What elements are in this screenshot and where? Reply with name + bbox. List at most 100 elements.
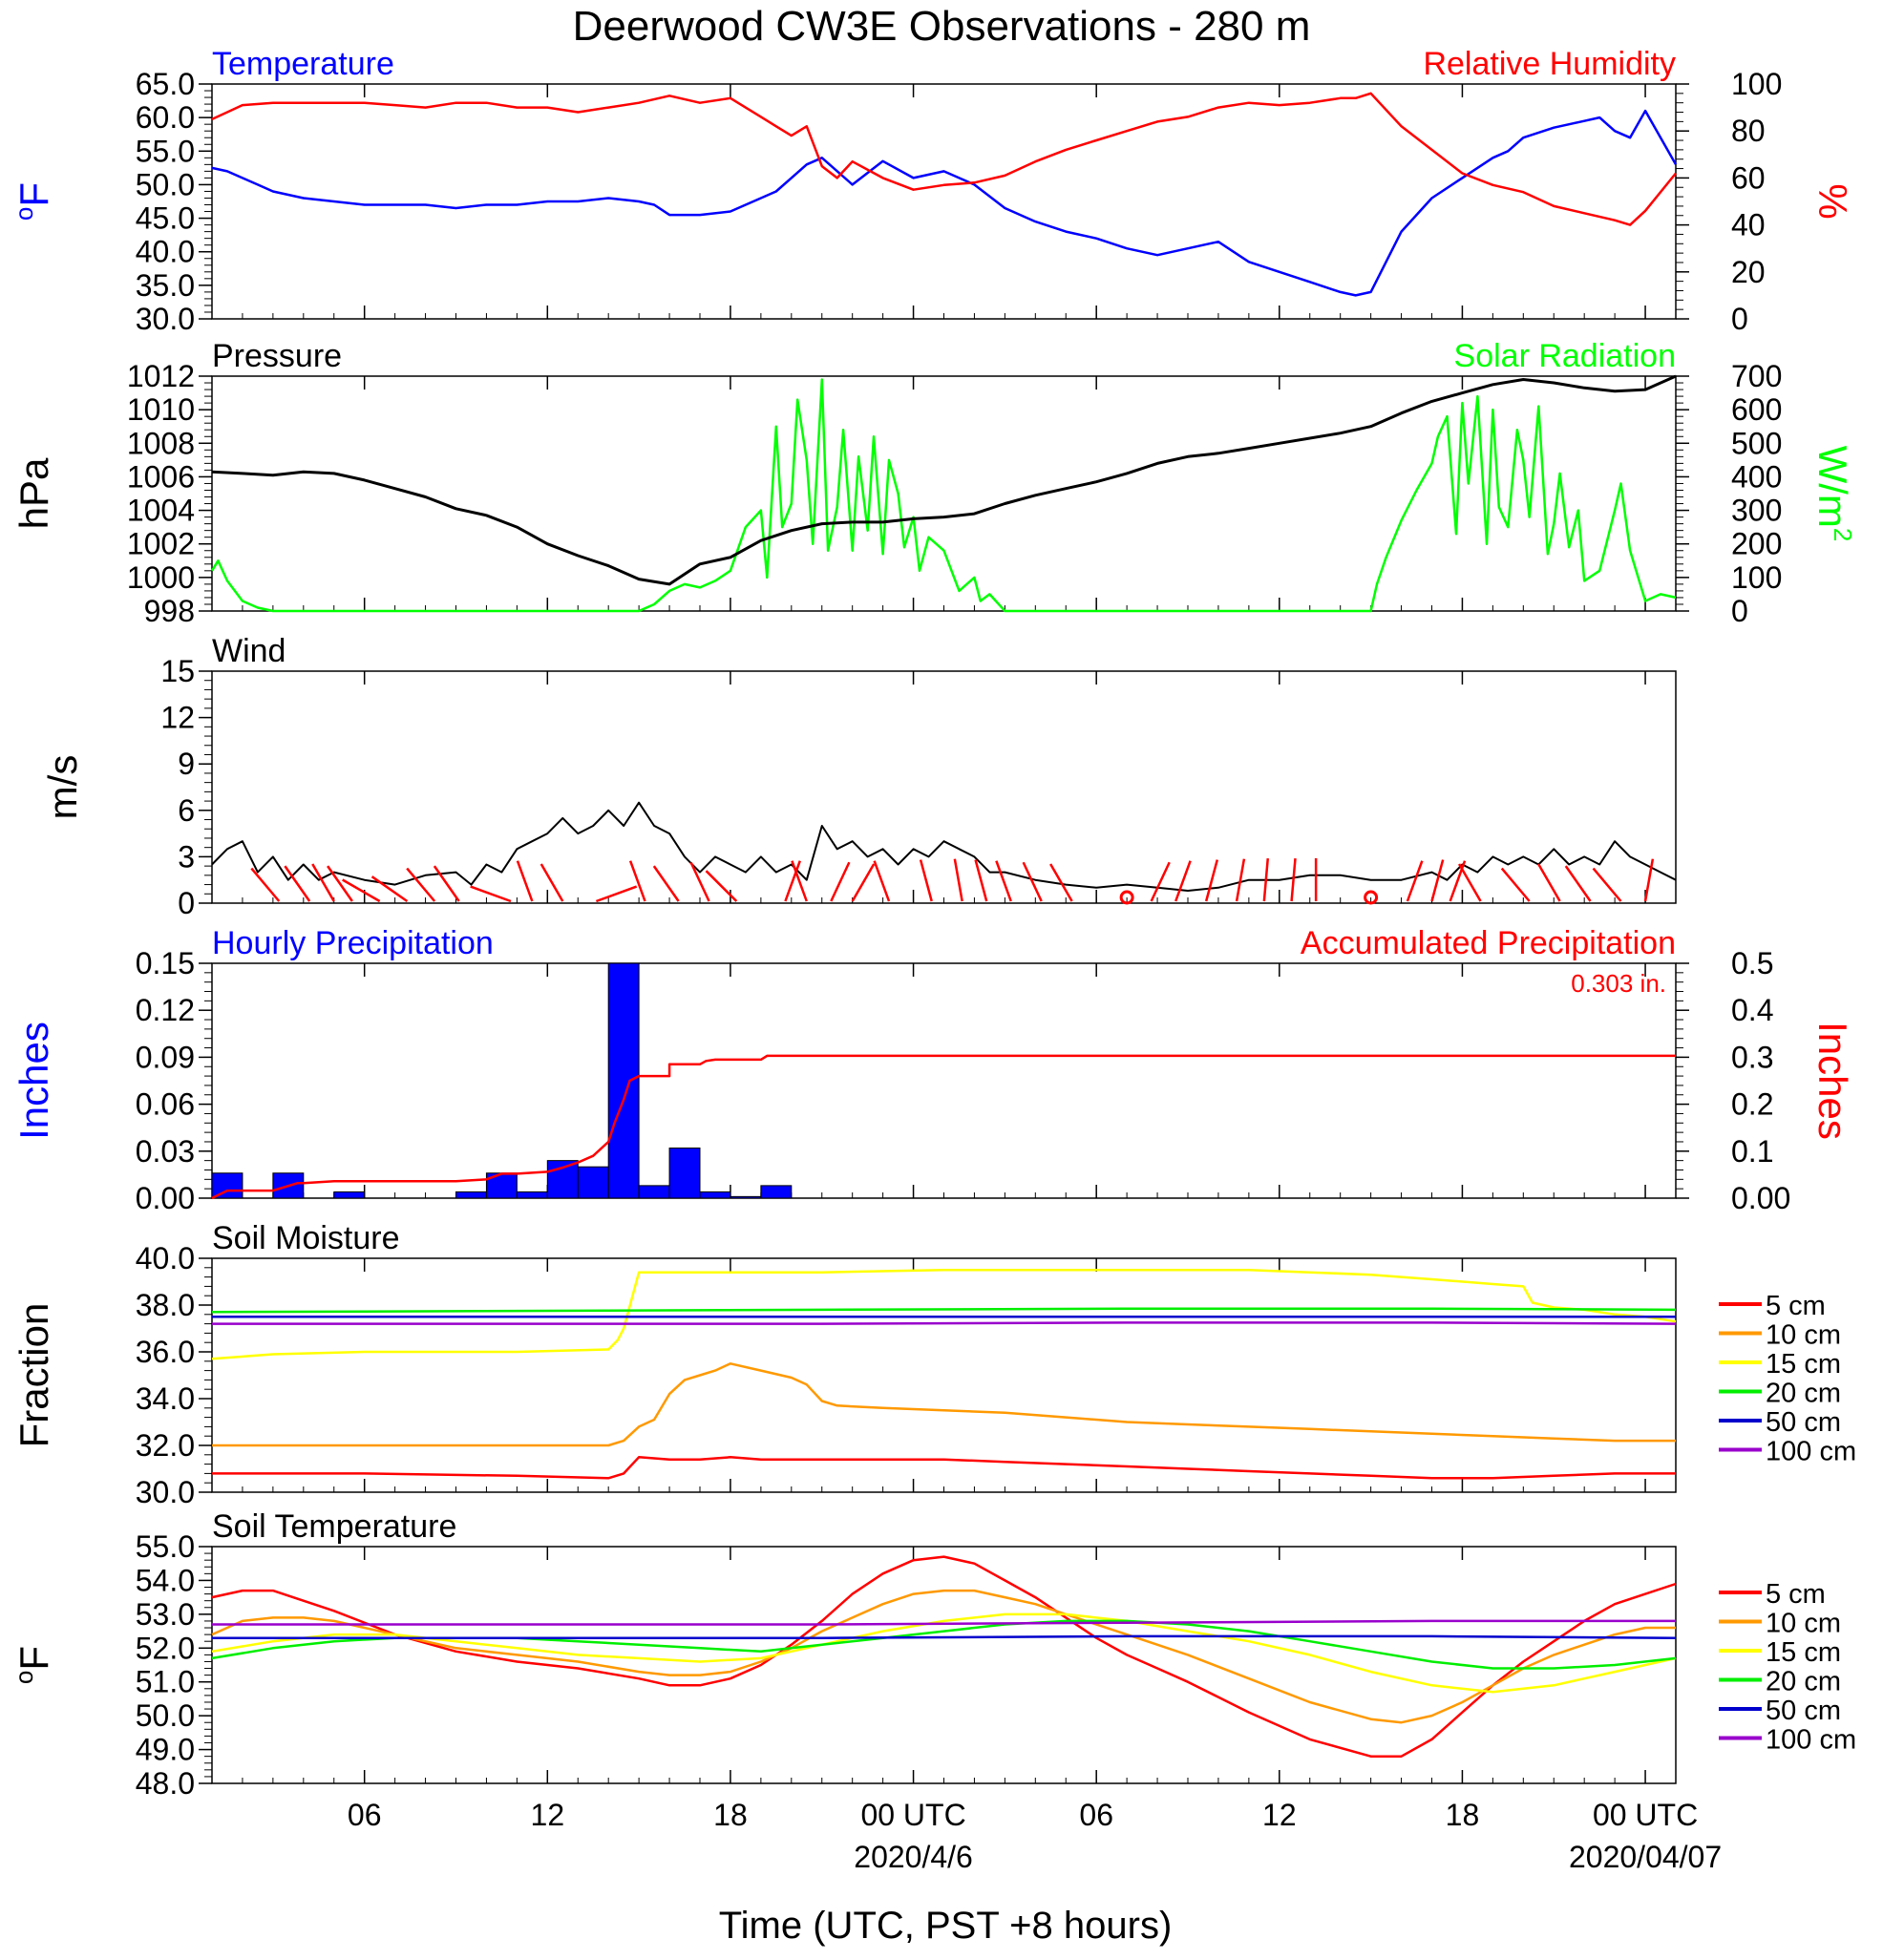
temperature-axis-tick-label: 65.0 (136, 67, 195, 101)
precip-bar (333, 1191, 366, 1199)
humidity-ylabel: % (1810, 183, 1855, 219)
soil-moisture-line (212, 1456, 1676, 1480)
wind-barb (470, 885, 512, 903)
hourly-precip-axis-tick-label: 0.00 (136, 1181, 195, 1215)
solar-ylabel-main: W/m (1810, 446, 1855, 528)
x-tick-label: 06 (1079, 1798, 1113, 1832)
soil-temperature-axis-tick-label: 50.0 (136, 1698, 195, 1733)
soil-temperature-line (211, 1555, 1677, 1758)
humidity-axis-tick-label: 0 (1731, 302, 1748, 336)
chart-title: Deerwood CW3E Observations - 280 m (573, 3, 1311, 50)
wind-barb (1500, 867, 1531, 902)
wind-barb (873, 860, 891, 902)
soil-moisture-axis-tick-label: 30.0 (136, 1475, 195, 1509)
wind-barb (1262, 858, 1270, 902)
precip-bar (668, 1148, 701, 1199)
legend-label: 15 cm (1766, 1637, 1841, 1668)
x-tick-label: 18 (1446, 1798, 1480, 1832)
soil-moisture-line (211, 1307, 1677, 1314)
soil-moisture-axis-tick-label: 32.0 (136, 1428, 195, 1463)
wind-barb (595, 885, 638, 903)
accum-precip-title: Accumulated Precipitation (1301, 925, 1676, 961)
accum-precip-axis-tick-label: 0.4 (1731, 993, 1773, 1027)
hourly-precip-axis-tick-label: 0.06 (136, 1087, 195, 1122)
humidity-axis-tick-label: 20 (1731, 255, 1766, 289)
wind-barb (327, 865, 353, 902)
wind-barb (1592, 867, 1622, 902)
temperature-ylabel-main: F (11, 182, 56, 207)
precip-total-label: 0.303 in. (1571, 969, 1666, 998)
legend-label: 20 cm (1766, 1667, 1841, 1697)
accum-precip-axis-tick-label: 0.2 (1731, 1087, 1773, 1122)
wind-barb (1643, 858, 1655, 902)
temperature-axis-tick-label: 50.0 (136, 167, 195, 201)
accum-precip-axis-tick-label: 0.00 (1731, 1181, 1790, 1215)
pressure-axis-tick-label: 1008 (127, 426, 195, 460)
pressure-axis-tick-label: 1006 (127, 459, 195, 494)
humidity-title: Relative Humidity (1423, 46, 1676, 82)
x-tick-label: 12 (1262, 1798, 1297, 1832)
precip-bar (638, 1185, 670, 1199)
hourly-precip-ylabel: Inches (11, 1022, 56, 1140)
legend-label: 5 cm (1766, 1291, 1826, 1321)
hourly-precip-axis-tick-label: 0.15 (136, 946, 195, 980)
wind-barb (784, 860, 801, 902)
pressure-ylabel: hPa (11, 457, 56, 529)
soil-temperature-axis-tick-label: 55.0 (136, 1529, 195, 1564)
temperature-title: Temperature (212, 46, 394, 82)
humidity-axis-tick-label: 100 (1731, 67, 1782, 101)
solar-axis-tick-label: 200 (1731, 527, 1782, 561)
legend-label: 15 cm (1766, 1349, 1841, 1380)
soil-moisture-line (212, 1321, 1677, 1325)
solar-axis-tick-label: 500 (1731, 426, 1782, 460)
soil-temperature-ylabel: oF (10, 1646, 56, 1684)
soil-temperature-axis-tick-label: 48.0 (136, 1766, 195, 1801)
soil-temperature-axis-tick-label: 52.0 (136, 1631, 195, 1665)
x-tick-label: 00 UTC (1593, 1798, 1698, 1832)
wind-barb (974, 859, 988, 902)
solar-axis-tick-label: 0 (1731, 594, 1748, 628)
precip-bar (730, 1195, 762, 1199)
pressure-title: Pressure (212, 338, 342, 374)
soil-temperature-axis-tick-label: 49.0 (136, 1733, 195, 1767)
solar-title: Solar Radiation (1454, 338, 1676, 374)
soil-moisture-ylabel: Fraction (11, 1303, 56, 1448)
precip-bar (607, 962, 640, 1199)
wind-axis-tick-label: 9 (178, 747, 195, 781)
pressure-axis-tick-label: 1000 (127, 560, 195, 595)
soil-moisture-line (212, 1362, 1676, 1447)
temperature-axis-tick-label: 55.0 (136, 134, 195, 168)
temperature-line (211, 109, 1678, 297)
legend-label: 50 cm (1766, 1407, 1841, 1438)
wind-barb (540, 863, 564, 902)
legend-label: 10 cm (1766, 1320, 1841, 1351)
soil-temperature-line (212, 1634, 1677, 1639)
accum-precip-axis-tick-label: 0.1 (1731, 1134, 1773, 1169)
wind-barb (311, 863, 335, 902)
wind-barb (1564, 865, 1592, 902)
wind-ylabel: m/s (40, 755, 85, 820)
humidity-axis-tick-label: 40 (1731, 208, 1766, 242)
temperature-axis-tick-label: 40.0 (136, 235, 195, 269)
hourly-precip-axis-tick-label: 0.03 (136, 1134, 195, 1169)
solar-ylabel-sup: 2 (1829, 528, 1857, 541)
soil-moisture-title: Soil Moisture (212, 1220, 400, 1256)
soil-temperature-axis-tick-label: 51.0 (136, 1665, 195, 1699)
wind-barb (370, 875, 409, 903)
wind-title: Wind (212, 633, 286, 669)
solar-axis-tick-label: 400 (1731, 459, 1782, 494)
x-tick-label: 12 (531, 1798, 565, 1832)
solar-axis-tick-label: 100 (1731, 560, 1782, 595)
pressure-line (211, 374, 1677, 586)
temperature-ylabel-sup: o (10, 207, 38, 221)
soil-temperature-ylabel-main: F (11, 1646, 56, 1671)
precip-bar (577, 1166, 609, 1199)
wind-barb (433, 865, 460, 902)
wind-barb (830, 861, 851, 902)
wind-axis-tick-label: 0 (178, 886, 195, 920)
x-tick-sublabel: 2020/04/07 (1569, 1840, 1722, 1874)
wind-barb (516, 860, 534, 902)
wind-barb (919, 859, 933, 902)
